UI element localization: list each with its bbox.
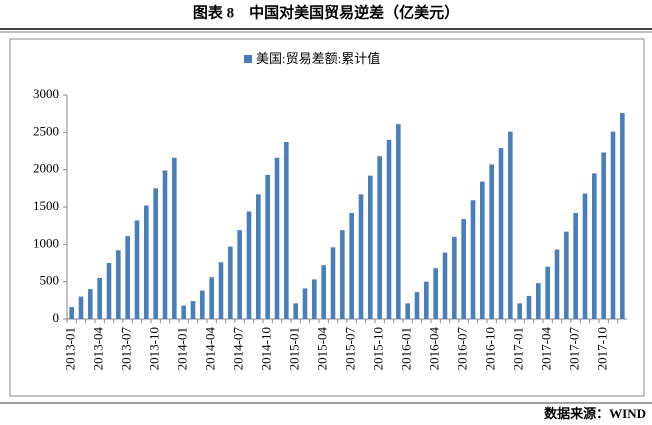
bar bbox=[284, 142, 289, 319]
x-tick-label: 2013-07 bbox=[119, 327, 134, 371]
x-tick-label: 2014-10 bbox=[259, 327, 274, 370]
y-tick-label: 500 bbox=[40, 273, 60, 288]
bar bbox=[442, 252, 448, 319]
legend-swatch bbox=[244, 55, 252, 63]
bar bbox=[573, 212, 578, 319]
x-tick-label: 2015-07 bbox=[343, 327, 358, 371]
bar bbox=[368, 175, 373, 319]
bar bbox=[88, 289, 93, 319]
bar bbox=[162, 170, 168, 319]
bar bbox=[424, 281, 429, 319]
bar bbox=[172, 157, 177, 319]
bar bbox=[246, 211, 252, 319]
bar bbox=[461, 218, 466, 319]
bar bbox=[340, 230, 345, 319]
bar bbox=[228, 246, 233, 319]
y-tick-label: 2500 bbox=[33, 123, 59, 138]
bar bbox=[218, 262, 224, 319]
bar bbox=[265, 174, 270, 319]
x-tick-label: 2013-04 bbox=[91, 327, 106, 371]
bar bbox=[125, 236, 130, 319]
bar bbox=[592, 173, 597, 319]
bar bbox=[620, 112, 625, 319]
bar bbox=[200, 290, 205, 319]
bar bbox=[480, 181, 485, 319]
bar bbox=[396, 124, 401, 320]
x-tick-label: 2017-07 bbox=[567, 327, 582, 371]
y-tick-label: 1500 bbox=[33, 198, 59, 213]
bar bbox=[554, 249, 560, 319]
bar bbox=[181, 305, 186, 319]
legend-label: 美国:贸易差额:累计值 bbox=[256, 51, 380, 66]
bar bbox=[190, 301, 196, 319]
bar bbox=[209, 277, 214, 319]
bar bbox=[144, 205, 149, 319]
x-tick-label: 2015-10 bbox=[371, 327, 386, 370]
bar bbox=[358, 194, 364, 319]
bar bbox=[582, 193, 588, 319]
bar bbox=[116, 250, 121, 319]
bar bbox=[601, 152, 606, 319]
bar bbox=[610, 131, 616, 319]
bar bbox=[545, 266, 550, 319]
bar bbox=[293, 303, 298, 319]
bar bbox=[69, 307, 74, 319]
x-tick-label: 2016-07 bbox=[455, 327, 470, 371]
bar bbox=[536, 283, 541, 319]
bar bbox=[405, 303, 410, 319]
bar bbox=[470, 200, 476, 319]
x-tick-label: 2015-04 bbox=[315, 327, 330, 371]
y-tick-label: 0 bbox=[53, 310, 60, 325]
y-tick-label: 1000 bbox=[33, 235, 59, 250]
bar bbox=[256, 194, 261, 319]
bar bbox=[106, 263, 112, 319]
x-tick-label: 2014-01 bbox=[175, 327, 190, 370]
chart-title: 图表 8 中国对美国贸易逆差（亿美元） bbox=[193, 3, 459, 21]
bar bbox=[274, 157, 280, 319]
bar bbox=[498, 148, 504, 319]
bar bbox=[312, 279, 317, 319]
x-tick-label: 2017-04 bbox=[539, 327, 554, 371]
bar bbox=[134, 220, 140, 319]
bar bbox=[97, 277, 102, 319]
bar bbox=[508, 131, 513, 319]
x-tick-label: 2017-10 bbox=[595, 327, 610, 370]
bar bbox=[386, 139, 392, 319]
bar bbox=[433, 268, 438, 319]
x-tick-label: 2013-10 bbox=[147, 327, 162, 370]
bar bbox=[302, 288, 308, 319]
bar bbox=[377, 156, 382, 319]
bar bbox=[526, 295, 532, 319]
bar bbox=[452, 236, 457, 319]
bar bbox=[321, 265, 326, 319]
bar bbox=[330, 247, 336, 319]
bar bbox=[349, 212, 354, 319]
x-tick-label: 2013-01 bbox=[63, 327, 78, 370]
source: 数据来源：WIND bbox=[544, 406, 646, 421]
y-tick-label: 3000 bbox=[33, 86, 59, 101]
bar bbox=[517, 303, 522, 319]
x-tick-label: 2017-01 bbox=[511, 327, 526, 370]
x-tick-label: 2014-07 bbox=[231, 327, 246, 371]
x-tick-label: 2016-01 bbox=[399, 327, 414, 370]
bar bbox=[237, 230, 242, 319]
x-tick-label: 2016-04 bbox=[427, 327, 442, 371]
y-tick-label: 2000 bbox=[33, 161, 59, 176]
x-tick-label: 2015-01 bbox=[287, 327, 302, 370]
x-tick-label: 2014-04 bbox=[203, 327, 218, 371]
x-tick-label: 2016-10 bbox=[483, 327, 498, 370]
bar bbox=[564, 231, 569, 319]
chart-frame bbox=[9, 38, 645, 397]
bar bbox=[78, 296, 84, 319]
bar bbox=[489, 164, 494, 319]
bar bbox=[414, 292, 420, 319]
bar bbox=[153, 188, 158, 319]
